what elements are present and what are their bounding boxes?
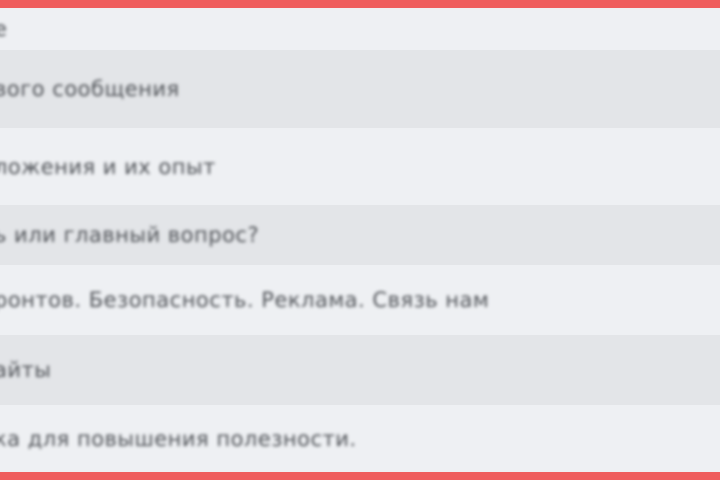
row-text: ронтов. Безопасность. Реклама. Связь нам xyxy=(0,288,490,312)
row-text: айты xyxy=(0,358,52,382)
row-text: ка для повышения полезности. xyxy=(0,426,357,451)
list-row[interactable]: е xyxy=(0,8,720,50)
row-text: ь или главный вопрос? xyxy=(0,223,260,247)
list-row[interactable]: вого сообщения xyxy=(0,50,720,128)
list-row[interactable]: айты xyxy=(0,335,720,405)
list: е вого сообщения ложения и их опыт ь или гл… xyxy=(0,8,720,472)
row-text: вого сообщения xyxy=(0,77,180,101)
row-text: ложения и их опыт xyxy=(0,154,216,179)
row-text: е xyxy=(0,17,8,41)
list-row[interactable]: ронтов. Безопасность. Реклама. Связь нам xyxy=(0,265,720,335)
list-row[interactable]: ь или главный вопрос? xyxy=(0,205,720,265)
list-row[interactable]: ложения и их опыт xyxy=(0,128,720,205)
list-row[interactable]: ка для повышения полезности. xyxy=(0,405,720,472)
